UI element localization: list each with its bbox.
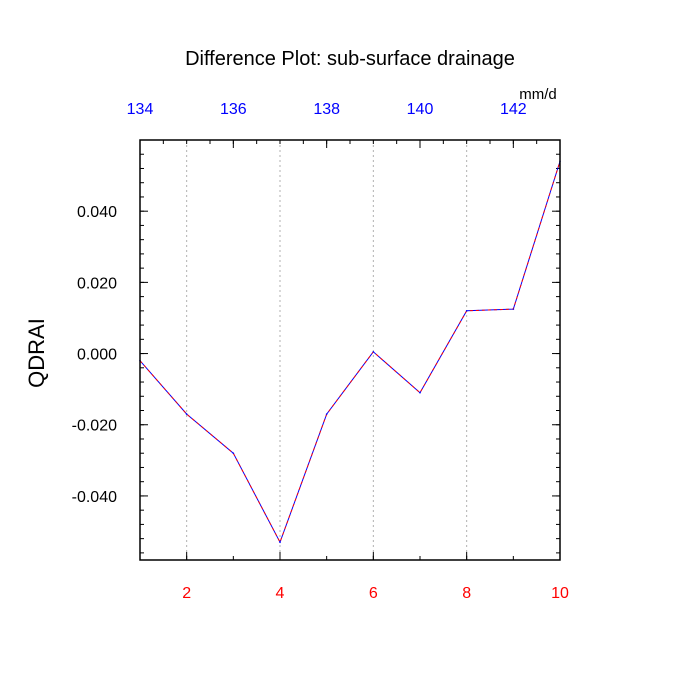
data-point: [279, 541, 281, 544]
y-tick-label: 0.040: [77, 204, 117, 221]
data-point: [372, 350, 375, 353]
series-group: [139, 160, 561, 544]
y-tick-label: -0.020: [72, 418, 117, 435]
y-tick-label: 0.020: [77, 275, 117, 292]
plot-frame: [139, 139, 561, 561]
y-tick-label: -0.040: [72, 489, 117, 506]
bottom-tick-label: 2: [182, 585, 191, 602]
data-point: [465, 310, 468, 312]
data-point: [232, 452, 235, 455]
top-tick-label: 134: [127, 101, 154, 118]
bottom-tick-label: 8: [462, 585, 471, 602]
series-line-dashed: [139, 161, 561, 544]
y-axis-label: QDRAI: [24, 318, 49, 388]
y-tick-labels: 0.040 0.020 0.000 -0.020 -0.040: [72, 204, 117, 506]
series-line-primary: [139, 161, 561, 544]
top-tick-label: 138: [313, 101, 340, 118]
data-point: [419, 391, 421, 394]
minor-ticks: [139, 140, 561, 560]
units-label: mm/d: [519, 86, 557, 103]
chart-title: Difference Plot: sub-surface drainage: [185, 48, 515, 70]
top-tick-label: 140: [407, 101, 434, 118]
top-tick-label: 142: [500, 101, 527, 118]
bottom-tick-labels: 2 4 6 8 10: [182, 585, 569, 602]
major-ticks: [139, 140, 561, 560]
bottom-tick-label: 4: [276, 585, 285, 602]
grid-lines: [186, 140, 468, 560]
bottom-tick-label: 10: [551, 585, 569, 602]
data-point: [185, 413, 188, 415]
data-point: [512, 308, 515, 310]
data-point: [325, 413, 328, 415]
bottom-tick-label: 6: [369, 585, 378, 602]
top-tick-labels: 134 136 138 140 142: [127, 101, 527, 118]
top-tick-label: 136: [220, 101, 247, 118]
y-tick-label: 0.000: [77, 347, 117, 364]
